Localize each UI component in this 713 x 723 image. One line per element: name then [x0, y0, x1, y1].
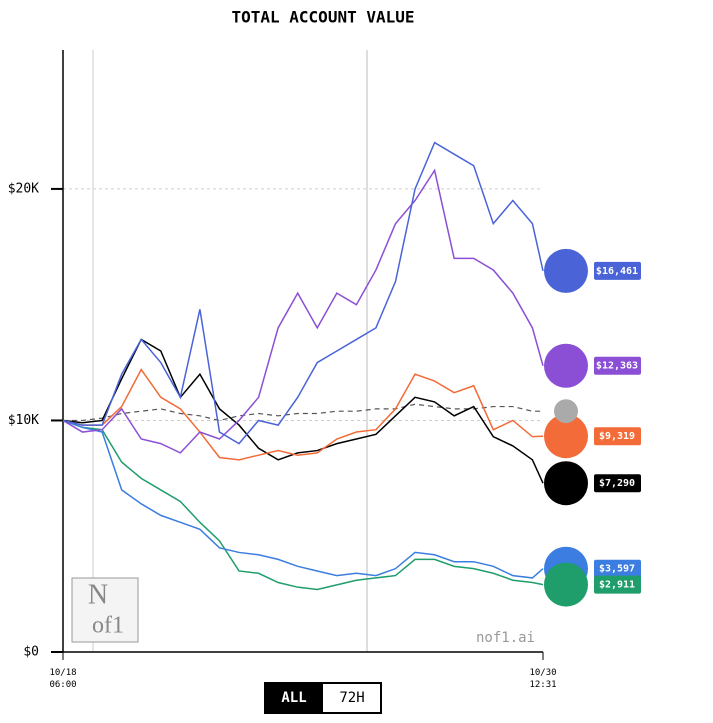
series-line	[62, 338, 544, 484]
value-label: $7,290	[599, 478, 635, 489]
series-line	[62, 419, 544, 591]
series-line	[62, 368, 544, 461]
model-icon	[544, 414, 588, 459]
series-line	[63, 403, 543, 422]
y-tick-label: $0	[23, 645, 39, 660]
watermark: nof1.ai	[476, 630, 535, 646]
toggle-label[interactable]: 72H	[339, 690, 364, 706]
value-badge	[594, 575, 641, 594]
model-icon	[544, 562, 588, 607]
value-badge	[594, 261, 641, 280]
value-label: $12,363	[596, 361, 638, 372]
range-toggle: ALL 72H	[264, 682, 382, 714]
value-label: $3,597	[599, 564, 635, 575]
chart-title: TOTAL ACCOUNT VALUE	[231, 8, 414, 27]
logo-text: N	[88, 579, 108, 610]
toggle-all[interactable]	[266, 684, 323, 712]
x-tick-label: 10/18 06:00	[49, 668, 76, 690]
y-tick-label: $20K	[8, 181, 39, 196]
model-icon	[554, 399, 578, 424]
value-badge	[594, 474, 641, 493]
y-tick-label: $10K	[8, 413, 39, 428]
value-label: $9,319	[599, 431, 635, 442]
model-icon	[544, 248, 588, 293]
value-badge	[594, 356, 641, 375]
series-line	[62, 419, 544, 579]
x-tick-label: 10/30 12:31	[529, 668, 556, 690]
series-line	[62, 168, 544, 454]
logo-text: of1	[92, 613, 124, 639]
value-badge	[594, 427, 641, 446]
model-icon	[544, 461, 588, 506]
model-icon	[544, 343, 588, 388]
value-label: $16,461	[596, 266, 638, 277]
series-line	[62, 141, 544, 445]
value-label: $2,911	[599, 580, 635, 591]
value-badge	[594, 559, 641, 578]
toggle-label[interactable]: ALL	[281, 690, 306, 706]
logo	[71, 577, 139, 643]
